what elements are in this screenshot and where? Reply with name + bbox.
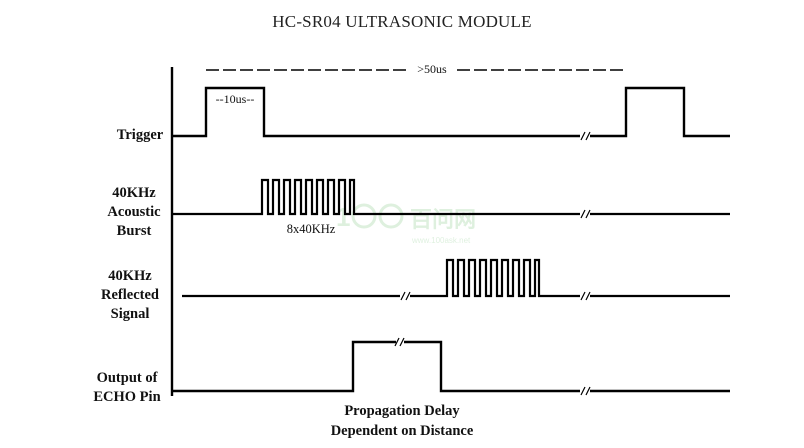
- footer-line-2: Dependent on Distance: [330, 423, 474, 439]
- reflected-label-line-2: Reflected: [101, 287, 159, 303]
- reflected-label: 40KHz Reflected Signal: [90, 267, 170, 324]
- break-mark-icon: [580, 209, 591, 219]
- watermark-text: 百问网: [410, 208, 476, 233]
- trigger-label: Trigger: [100, 126, 180, 145]
- reflected-label-line-1: 40KHz: [108, 268, 152, 284]
- break-mark-icon: [580, 131, 591, 141]
- burst-waveform: [172, 178, 580, 216]
- diagram-title: HC-SR04 ULTRASONIC MODULE: [272, 12, 532, 31]
- burst-label-line-2: Acoustic: [107, 204, 161, 220]
- pulse-width-label: --10us--: [216, 92, 255, 106]
- echo-label-line-1: Output of: [96, 370, 158, 386]
- echo-waveform-cont: [404, 340, 580, 393]
- reflected-label-line-3: Signal: [110, 306, 150, 322]
- period-label: >50us: [417, 62, 447, 76]
- echo-waveform: [172, 340, 396, 393]
- trigger-waveform-cont: [590, 86, 730, 138]
- trigger-waveform: [172, 86, 580, 138]
- burst-label-line-1: 40KHz: [112, 185, 156, 201]
- watermark-logo: 1 百问网 www.100ask.net: [336, 202, 476, 245]
- break-mark-icon: [580, 291, 591, 301]
- footer-line-1: Propagation Delay: [344, 403, 460, 419]
- break-mark-icon: [394, 337, 405, 347]
- echo-label: Output of ECHO Pin: [86, 369, 168, 407]
- burst-label: 40KHz Acoustic Burst: [94, 184, 174, 241]
- break-mark-icon: [580, 386, 591, 396]
- burst-cycles-label: 8x40KHz: [287, 222, 336, 236]
- reflected-waveform-cont: [410, 258, 580, 298]
- burst-label-line-3: Burst: [116, 223, 152, 239]
- break-mark-icon: [400, 291, 411, 301]
- trigger-label-text: Trigger: [116, 127, 164, 143]
- watermark-url: www.100ask.net: [411, 236, 471, 245]
- echo-label-line-2: ECHO Pin: [93, 389, 161, 405]
